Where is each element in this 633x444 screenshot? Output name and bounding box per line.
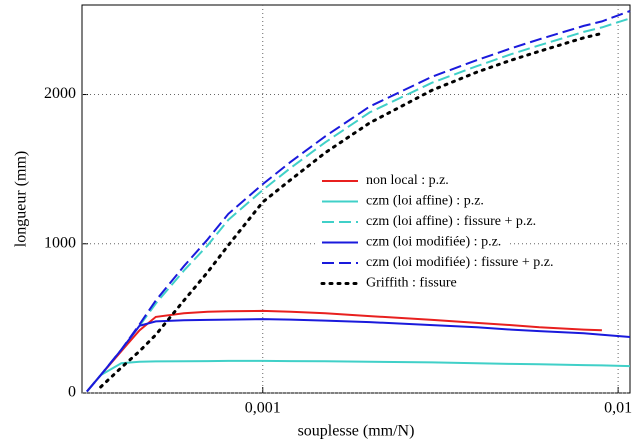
legend-label: non local : p.z. (366, 173, 449, 188)
legend-label: czm (loi affine) : fissure + p.z. (366, 214, 536, 229)
series-line (86, 309, 602, 393)
x-tick-label: 0,001 (245, 400, 281, 417)
series-line (86, 17, 631, 393)
series-line (86, 10, 631, 393)
legend-label: czm (loi modifiée) : fissure + p.z. (366, 255, 554, 270)
legend-label: czm (loi modifiée) : p.z. (366, 235, 501, 250)
series-line (99, 31, 604, 389)
legend-box (318, 170, 508, 302)
y-tick-label: 2000 (44, 85, 76, 102)
series-line (86, 359, 631, 393)
series-line (86, 318, 631, 393)
legend-label: czm (loi affine) : p.z. (366, 194, 484, 209)
y-tick-label: 0 (68, 384, 76, 401)
y-tick-label: 1000 (44, 234, 76, 251)
legend-label: Griffith : fissure (366, 276, 457, 291)
y-axis-label: longueur (mm) (13, 151, 30, 247)
x-tick-label: 0,01 (604, 400, 632, 417)
plot-frame (81, 4, 631, 394)
x-axis-label: souplesse (mm/N) (298, 423, 415, 440)
